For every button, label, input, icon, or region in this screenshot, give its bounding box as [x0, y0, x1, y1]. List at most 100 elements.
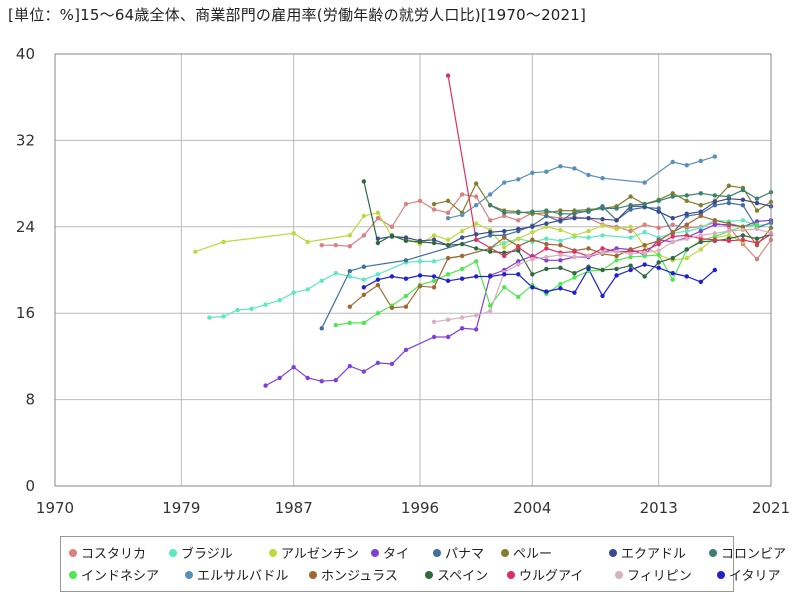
data-point: [389, 305, 395, 310]
y-tick-label: 0: [25, 477, 35, 495]
data-point: [502, 228, 507, 234]
data-point: [614, 218, 619, 223]
legend-item: インドネシア: [69, 565, 159, 584]
legend-item: アルゼンチン: [269, 543, 359, 562]
data-point: [277, 298, 282, 303]
data-point: [600, 223, 605, 228]
data-point: [656, 209, 661, 214]
legend-item: ペルー: [501, 543, 552, 562]
data-point: [431, 240, 437, 246]
x-tick-label: 1987: [275, 499, 313, 517]
data-point: [333, 322, 338, 328]
data-point: [572, 233, 577, 238]
legend-item: イタリア: [717, 565, 780, 584]
data-point: [544, 266, 549, 272]
data-point: [642, 274, 647, 279]
data-point: [558, 286, 563, 291]
data-point: [516, 294, 521, 300]
data-point: [459, 192, 465, 197]
data-point: [361, 320, 367, 326]
data-point: [572, 271, 577, 276]
data-point: [375, 282, 381, 288]
data-point: [488, 303, 493, 308]
data-point: [488, 192, 493, 197]
data-point: [263, 383, 268, 388]
legend-marker: [371, 548, 379, 557]
data-point: [572, 249, 577, 254]
data-point: [684, 163, 689, 168]
data-point: [754, 257, 760, 262]
data-point: [712, 199, 718, 205]
data-point: [572, 275, 577, 280]
data-point: [600, 250, 605, 255]
data-point: [530, 170, 535, 175]
legend-marker: [507, 570, 515, 579]
data-point: [726, 238, 732, 244]
data-point: [740, 197, 746, 202]
data-point: [530, 224, 535, 229]
data-point: [572, 290, 577, 295]
data-point: [628, 203, 633, 208]
data-point: [712, 231, 718, 236]
data-point: [544, 258, 549, 263]
data-point: [473, 181, 479, 186]
data-point: [417, 198, 423, 204]
data-point: [445, 334, 451, 340]
data-point: [333, 242, 338, 248]
data-point: [698, 279, 704, 285]
data-point: [726, 228, 732, 234]
data-point: [586, 228, 591, 234]
data-point: [473, 232, 479, 237]
data-point: [221, 239, 226, 245]
data-point: [712, 237, 718, 242]
data-point: [712, 154, 718, 159]
chart-legend: コスタリカ ブラジル アルゼンチン タイ パナマ ペルー エクアドル コロンビア インドネシア エ…: [60, 536, 786, 592]
series-line-10: [349, 215, 772, 309]
data-point: [628, 224, 633, 229]
data-point: [361, 285, 367, 290]
data-point: [530, 209, 535, 214]
data-point: [431, 319, 437, 325]
data-point: [740, 224, 746, 229]
data-point: [586, 208, 591, 213]
y-tick-label: 24: [16, 218, 35, 236]
data-point: [614, 206, 619, 211]
data-point: [558, 265, 563, 271]
legend-label: ウルグアイ: [519, 569, 584, 584]
data-point: [459, 315, 465, 320]
legend-marker: [501, 548, 509, 557]
data-point: [642, 201, 647, 207]
data-point: [670, 255, 675, 261]
data-point: [488, 230, 493, 235]
data-point: [459, 228, 465, 234]
data-point: [403, 238, 409, 244]
data-point: [670, 271, 675, 276]
data-point: [305, 287, 310, 292]
data-point: [698, 239, 704, 245]
data-point: [670, 215, 675, 221]
plot-border: [54, 53, 772, 487]
legend-label: スペイン: [437, 569, 489, 584]
series-line-14: [363, 263, 716, 298]
data-point: [347, 268, 353, 274]
data-point: [544, 241, 549, 247]
legend-item: ウルグアイ: [507, 565, 583, 584]
legend-marker: [433, 548, 441, 557]
data-point: [600, 246, 605, 251]
data-point: [642, 180, 647, 185]
data-point: [516, 218, 521, 223]
data-point: [473, 246, 479, 251]
data-point: [614, 246, 619, 251]
data-point: [614, 249, 619, 254]
data-point: [319, 326, 324, 331]
data-point: [431, 207, 437, 212]
legend-item: フィリピン: [615, 565, 692, 584]
data-point: [656, 198, 661, 204]
series-points: [193, 73, 774, 388]
data-point: [628, 263, 633, 268]
data-point: [600, 206, 605, 211]
data-point: [502, 253, 507, 259]
data-point: [516, 210, 521, 215]
data-point: [502, 180, 507, 185]
series-line-1: [209, 219, 772, 319]
